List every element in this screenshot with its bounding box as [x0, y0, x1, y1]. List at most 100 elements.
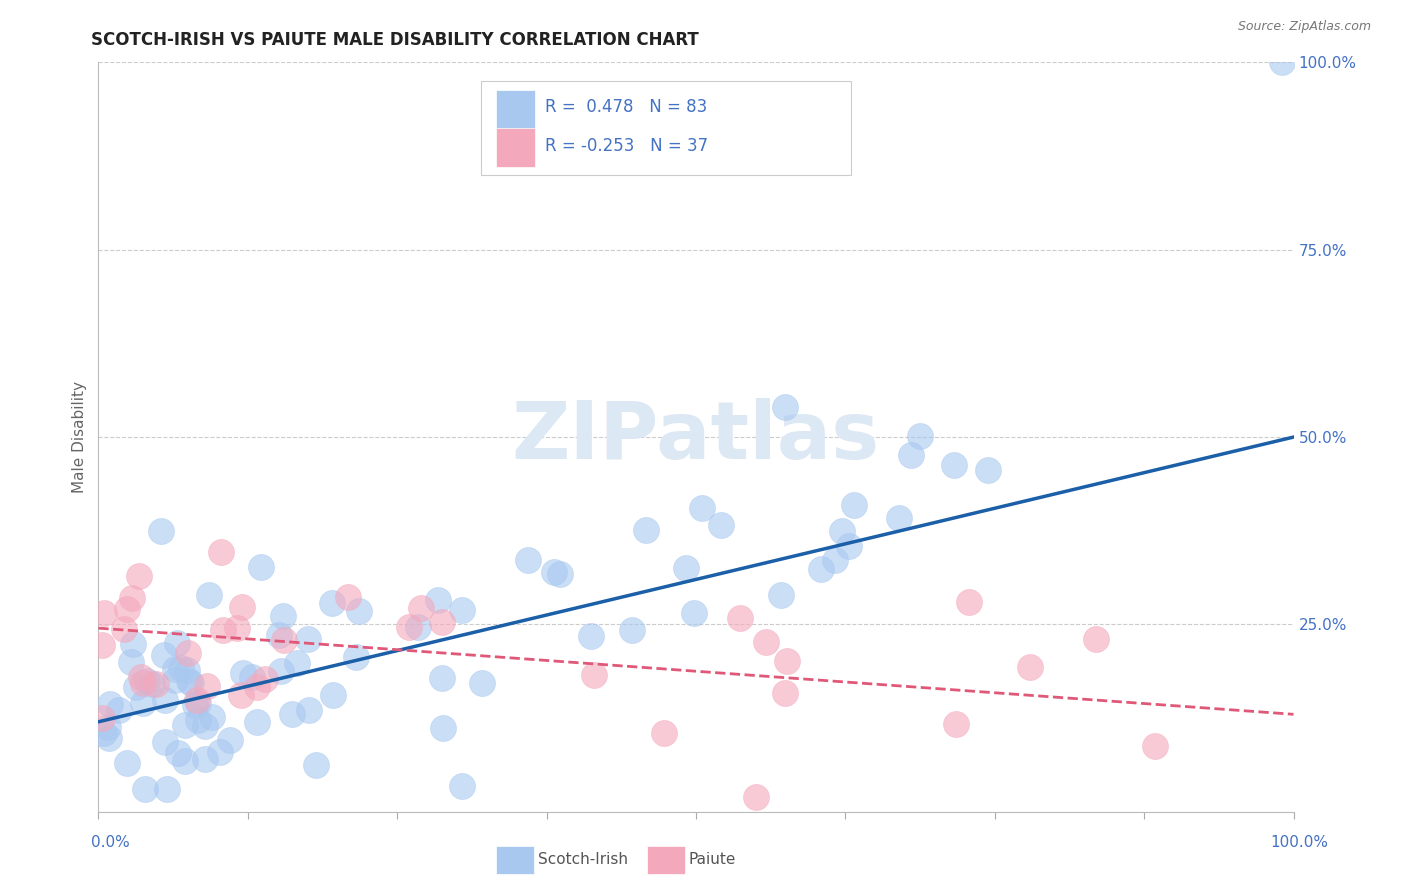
Paiute: [745, 789, 768, 804]
Scotch-Irish: [173, 718, 195, 732]
Text: Source: ZipAtlas.com: Source: ZipAtlas.com: [1237, 20, 1371, 33]
Scotch-Irish: [201, 709, 224, 723]
Text: 0.0%: 0.0%: [91, 836, 131, 850]
Paiute: [93, 606, 115, 620]
Scotch-Irish: [97, 720, 120, 734]
Scotch-Irish: [141, 677, 163, 691]
Scotch-Irish: [93, 726, 115, 740]
Scotch-Irish: [943, 458, 966, 472]
Scotch-Irish: [838, 539, 860, 553]
Scotch-Irish: [900, 448, 922, 462]
Text: R =  0.478   N = 83: R = 0.478 N = 83: [546, 98, 707, 116]
Scotch-Irish: [98, 698, 121, 712]
Paiute: [957, 595, 980, 609]
Paiute: [91, 638, 114, 652]
Scotch-Irish: [125, 680, 148, 694]
FancyBboxPatch shape: [496, 128, 534, 168]
Scotch-Irish: [120, 655, 142, 669]
Scotch-Irish: [773, 400, 796, 414]
Scotch-Irish: [166, 636, 188, 650]
Scotch-Irish: [517, 553, 540, 567]
Paiute: [209, 544, 232, 558]
Paiute: [273, 633, 295, 648]
Scotch-Irish: [134, 782, 156, 797]
Scotch-Irish: [155, 692, 177, 706]
Scotch-Irish: [769, 588, 792, 602]
Scotch-Irish: [543, 565, 565, 579]
Paiute: [226, 620, 249, 634]
Scotch-Irish: [156, 782, 179, 797]
Paiute: [195, 679, 218, 693]
FancyBboxPatch shape: [481, 81, 852, 175]
Paiute: [115, 602, 138, 616]
Scotch-Irish: [187, 713, 209, 727]
Scotch-Irish: [246, 714, 269, 729]
Scotch-Irish: [427, 592, 450, 607]
Paiute: [728, 611, 751, 625]
Scotch-Irish: [710, 518, 733, 533]
Scotch-Irish: [163, 662, 186, 676]
Scotch-Irish: [170, 661, 193, 675]
Scotch-Irish: [889, 511, 911, 525]
Scotch-Irish: [98, 731, 121, 745]
Scotch-Irish: [194, 752, 217, 766]
Scotch-Irish: [287, 657, 309, 671]
Scotch-Irish: [908, 429, 931, 443]
Scotch-Irish: [193, 719, 215, 733]
Scotch-Irish: [548, 567, 571, 582]
Scotch-Irish: [432, 722, 454, 736]
Scotch-Irish: [810, 562, 832, 576]
Paiute: [145, 677, 167, 691]
Text: ZIPatlas: ZIPatlas: [512, 398, 880, 476]
Scotch-Irish: [198, 588, 221, 602]
Scotch-Irish: [304, 757, 326, 772]
Scotch-Irish: [682, 607, 704, 621]
Text: R = -0.253   N = 37: R = -0.253 N = 37: [546, 137, 709, 155]
Paiute: [128, 569, 150, 583]
Paiute: [1019, 660, 1042, 674]
Paiute: [398, 620, 420, 634]
Scotch-Irish: [322, 688, 344, 702]
Scotch-Irish: [451, 603, 474, 617]
Scotch-Irish: [824, 552, 846, 566]
Scotch-Irish: [321, 596, 343, 610]
Scotch-Irish: [344, 650, 367, 665]
Text: 100.0%: 100.0%: [1271, 836, 1329, 850]
Paiute: [177, 646, 200, 660]
Scotch-Irish: [152, 648, 174, 662]
Paiute: [129, 670, 152, 684]
Paiute: [945, 716, 967, 731]
Scotch-Irish: [176, 664, 198, 678]
Scotch-Irish: [136, 674, 159, 689]
Scotch-Irish: [271, 608, 294, 623]
Paiute: [186, 693, 208, 707]
Scotch-Irish: [406, 620, 429, 634]
Scotch-Irish: [1271, 55, 1294, 70]
Paiute: [91, 711, 114, 725]
Paiute: [132, 675, 155, 690]
FancyBboxPatch shape: [496, 90, 534, 129]
Text: Scotch-Irish: Scotch-Irish: [538, 853, 628, 867]
Y-axis label: Male Disability: Male Disability: [72, 381, 87, 493]
Scotch-Irish: [153, 734, 176, 748]
Scotch-Irish: [167, 747, 190, 761]
Scotch-Irish: [471, 676, 494, 690]
Paiute: [337, 591, 360, 605]
Scotch-Irish: [432, 671, 454, 685]
Scotch-Irish: [177, 673, 200, 688]
Scotch-Irish: [620, 623, 643, 637]
Scotch-Irish: [187, 696, 209, 710]
Scotch-Irish: [690, 501, 713, 516]
Scotch-Irish: [165, 673, 187, 687]
Scotch-Irish: [281, 707, 304, 722]
Scotch-Irish: [298, 703, 321, 717]
Scotch-Irish: [184, 698, 207, 712]
Scotch-Irish: [270, 664, 292, 678]
Scotch-Irish: [634, 523, 657, 537]
Scotch-Irish: [219, 733, 242, 747]
Scotch-Irish: [349, 604, 371, 618]
Paiute: [253, 673, 276, 687]
Scotch-Irish: [844, 498, 866, 512]
Scotch-Irish: [250, 560, 273, 574]
Scotch-Irish: [232, 665, 254, 680]
